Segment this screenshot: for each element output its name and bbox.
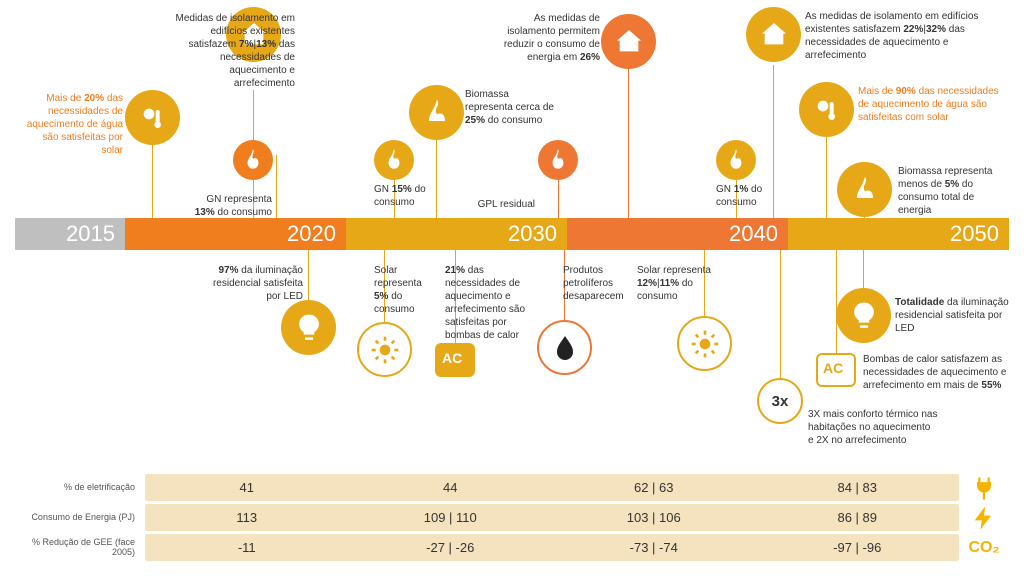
note: GN 1% do consumo — [716, 183, 771, 209]
note: Biomassa representa cerca de 25% do cons… — [465, 88, 557, 127]
note: Solar representa 12%|11% do consumo — [637, 264, 727, 303]
fire-icon — [409, 85, 464, 140]
note: GN 15% do consumo — [374, 183, 434, 209]
stem — [276, 155, 277, 218]
stem — [780, 250, 781, 385]
note: GPL residual — [470, 198, 535, 211]
cell: -11 — [145, 534, 349, 561]
sun-icon — [677, 316, 732, 371]
note: 3X mais conforto térmico nas habitações … — [808, 408, 938, 447]
note: Produtos petrolíferos desaparecem — [563, 264, 633, 303]
row-label: % de eletrificação — [15, 483, 145, 493]
ac-label: AC — [823, 360, 843, 376]
metrics-table: % de eletrificação 41 44 62 | 63 84 | 83… — [15, 474, 1009, 564]
house-icon — [746, 7, 801, 62]
note: 21% das necessidades de aquecimento e ar… — [445, 264, 545, 342]
seg-2015: 2015 — [15, 218, 125, 250]
note: GN representa 13% do consumo — [187, 193, 272, 219]
seg-2050: 2050 — [788, 218, 1009, 250]
cell: 84 | 83 — [756, 474, 960, 501]
flame-icon — [233, 140, 273, 180]
seg-2040: 2040 — [567, 218, 788, 250]
fire-icon — [837, 162, 892, 217]
sun-thermo-icon — [799, 82, 854, 137]
cell: -73 | -74 — [552, 534, 756, 561]
timeline: 2015 2020 2030 2040 2050 — [15, 218, 1009, 250]
bulb-icon — [281, 300, 336, 355]
row-label: Consumo de Energia (PJ) — [15, 513, 145, 523]
plug-icon — [959, 474, 1009, 502]
bolt-icon — [959, 504, 1009, 532]
ac-label: AC — [442, 350, 462, 366]
note: Solar representa 5% do consumo — [374, 264, 434, 316]
note: 97% da iluminação residencial satisfeita… — [198, 264, 303, 303]
note: Medidas de isolamento em edifícios exist… — [170, 12, 295, 90]
cell: -27 | -26 — [349, 534, 553, 561]
note: Mais de 90% das necessidades de aquecime… — [858, 85, 1008, 124]
cell: -97 | -96 — [756, 534, 960, 561]
cell: 44 — [349, 474, 553, 501]
cell: 41 — [145, 474, 349, 501]
note: As medidas de isolamento permitem reduzi… — [487, 12, 600, 64]
cell: 62 | 63 — [552, 474, 756, 501]
stem — [628, 65, 629, 218]
stem — [836, 250, 837, 358]
seg-2030: 2030 — [346, 218, 567, 250]
cell: 103 | 106 — [552, 504, 756, 531]
cell: 109 | 110 — [349, 504, 553, 531]
house-3x-icon: 3x — [757, 378, 803, 424]
flame-icon — [374, 140, 414, 180]
house-icon — [601, 14, 656, 69]
note: Biomassa representa menos de 5% do consu… — [898, 165, 1008, 217]
row-label: % Redução de GEE (face 2005) — [15, 538, 145, 558]
stem — [773, 65, 774, 218]
note: Mais de 20% das necessidades de aquecime… — [18, 92, 123, 157]
co2-label: CO₂ — [959, 539, 1009, 557]
note: Totalidade da iluminação residencial sat… — [895, 296, 1010, 335]
sun-thermo-icon — [125, 90, 180, 145]
sun-icon — [357, 322, 412, 377]
flame-icon — [716, 140, 756, 180]
cell: 113 — [145, 504, 349, 531]
oil-drop-icon — [537, 320, 592, 375]
seg-2020: 2020 — [125, 218, 346, 250]
cell: 86 | 89 — [756, 504, 960, 531]
bulb-icon — [836, 288, 891, 343]
note: Bombas de calor satisfazem as necessidad… — [863, 353, 1008, 392]
flame-icon — [538, 140, 578, 180]
note: As medidas de isolamento em edifícios ex… — [805, 10, 980, 62]
